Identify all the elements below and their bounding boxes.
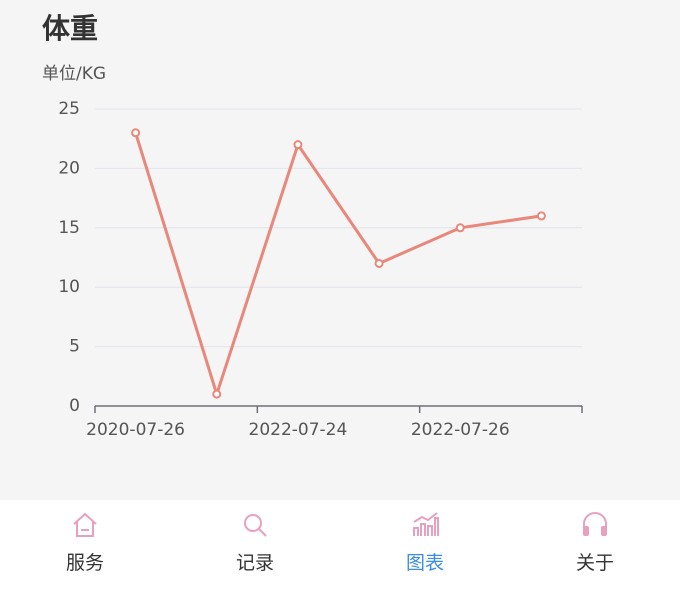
point xyxy=(374,258,384,268)
y-tick-label: 25 xyxy=(58,99,80,119)
y-tick-label: 20 xyxy=(58,158,80,178)
point xyxy=(293,140,303,150)
chart-title: 体重 xyxy=(42,12,98,45)
x-tick-label: 2020-07-26 xyxy=(86,420,185,440)
point xyxy=(131,128,141,138)
y-axis-label: 单位/KG xyxy=(42,64,106,84)
tab-bar: 服务 记录 图表 关于 xyxy=(0,500,680,597)
y-tick-label: 0 xyxy=(69,396,80,416)
point xyxy=(536,211,546,221)
chart: 体重 单位/KG 0 5 10 15 20 25 2020-07-26 2022-07-24 2… xyxy=(42,12,583,440)
tab-label: 记录 xyxy=(235,552,274,574)
tab-label: 服务 xyxy=(65,552,104,574)
home-icon xyxy=(73,512,97,537)
line xyxy=(134,132,542,400)
y-tick-label: 5 xyxy=(69,337,80,357)
x-tick-label: 2022-07-24 xyxy=(249,420,348,440)
tab-label: 图表 xyxy=(405,552,444,574)
y-tick-label: 10 xyxy=(58,277,80,297)
search-icon xyxy=(244,514,267,537)
point xyxy=(212,389,222,399)
x-tick-label: 2022-07-26 xyxy=(411,420,510,440)
chart-icon xyxy=(413,512,439,536)
tab[interactable]: 关于 xyxy=(510,500,680,597)
headset-icon xyxy=(583,512,607,536)
tab[interactable]: 记录 xyxy=(170,500,340,597)
chart-area: 体重 单位/KG 0 5 10 15 20 25 2020-07-26 2022-07-24 2… xyxy=(42,12,583,440)
y-tick-label: 15 xyxy=(58,218,80,238)
tab[interactable]: 图表 xyxy=(340,500,510,597)
tab-label: 关于 xyxy=(575,552,614,574)
tab[interactable]: 服务 xyxy=(0,500,170,597)
point xyxy=(455,223,465,233)
